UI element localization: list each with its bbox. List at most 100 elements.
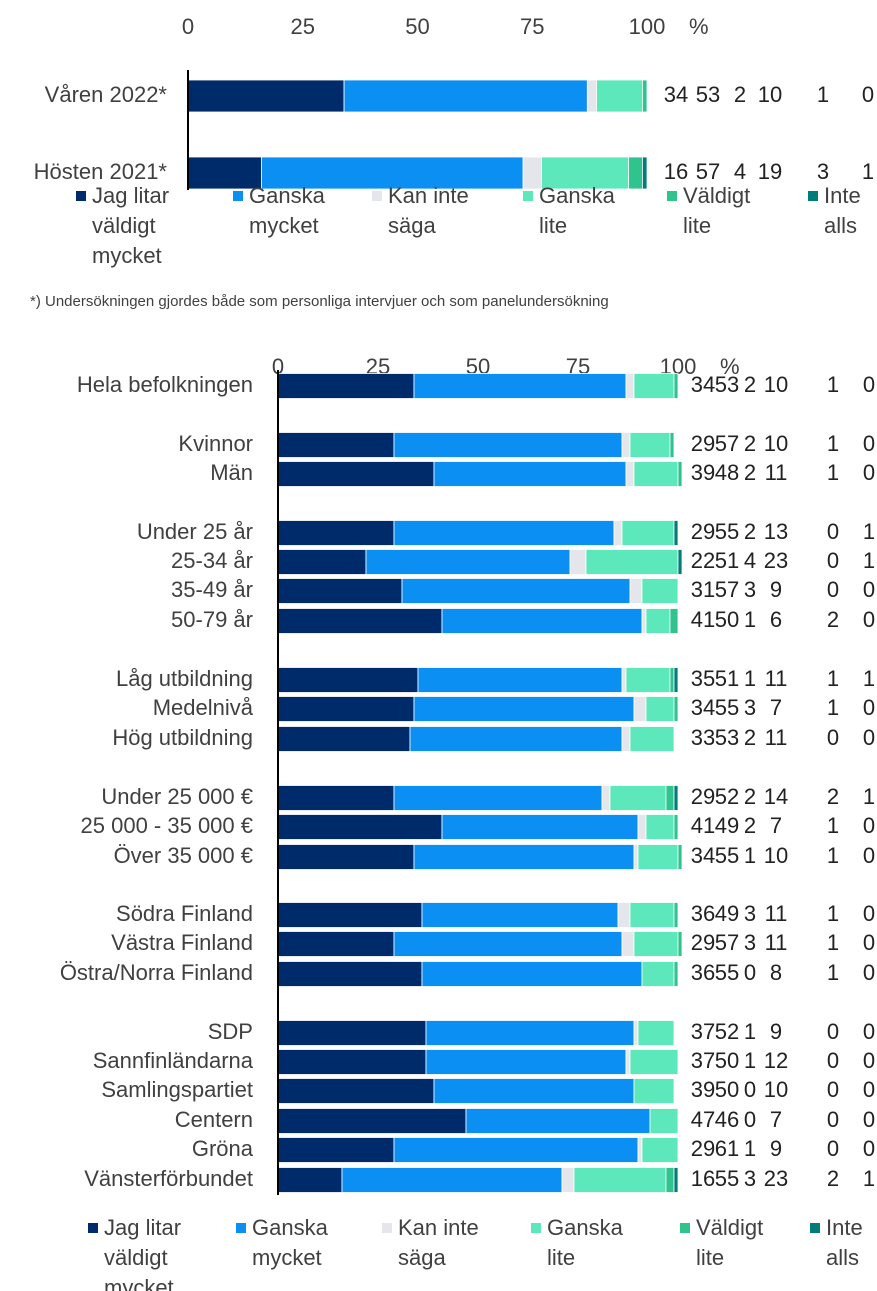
bar-segment — [421, 961, 643, 987]
category-label: Östra/Norra Finland — [60, 960, 253, 985]
value-label: 0 — [863, 960, 875, 985]
bar-segment — [641, 608, 647, 634]
value-label: 1 — [827, 930, 839, 955]
x-tick-label: 100 — [629, 14, 666, 39]
value-label: 0 — [863, 930, 875, 955]
category-label: Låg utbildning — [116, 666, 253, 691]
value-label: 55 — [715, 519, 739, 544]
bar-segment — [677, 549, 683, 575]
value-label: 3 — [744, 930, 756, 955]
value-label: 10 — [764, 431, 788, 456]
value-label: 0 — [863, 460, 875, 485]
value-label: 0 — [863, 372, 875, 397]
bar-segment — [393, 432, 623, 458]
legend-label: Kan inte säga — [398, 1215, 479, 1270]
bar-segment — [633, 461, 679, 487]
value-label: 2 — [744, 725, 756, 750]
value-label: 1 — [863, 784, 875, 809]
bar-segment — [609, 785, 667, 811]
value-label: 49 — [715, 813, 739, 838]
value-label: 2 — [827, 607, 839, 632]
value-label: 0 — [827, 725, 839, 750]
value-label: 35 — [691, 666, 715, 691]
bar-segment — [633, 1078, 675, 1104]
bar-segment — [277, 726, 411, 752]
bar-segment — [401, 578, 631, 604]
bar-segment — [673, 696, 679, 722]
bar-segment — [277, 608, 443, 634]
value-label: 57 — [715, 930, 739, 955]
legend-label: Jag litar väldigt mycket — [104, 1215, 182, 1291]
value-label: 57 — [715, 577, 739, 602]
legend-swatch — [76, 191, 86, 201]
bar-segment — [393, 931, 623, 957]
bar-segment — [673, 902, 679, 928]
legend-swatch — [531, 1223, 541, 1233]
bar-segment — [277, 844, 415, 870]
bar-segment — [277, 1108, 467, 1134]
category-label: Södra Finland — [116, 901, 253, 926]
value-label: 23 — [764, 1166, 788, 1191]
value-label: 1 — [744, 666, 756, 691]
bar-segment — [433, 1078, 635, 1104]
bar-segment — [393, 520, 615, 546]
legend-swatch — [810, 1223, 820, 1233]
value-label: 51 — [715, 548, 739, 573]
value-label: 0 — [827, 1136, 839, 1161]
category-label: SDP — [208, 1019, 253, 1044]
legend-swatch — [808, 191, 818, 201]
value-label: 50 — [715, 607, 739, 632]
value-label: 2 — [744, 460, 756, 485]
bar-segment — [277, 461, 435, 487]
category-label: Vänsterförbundet — [84, 1166, 253, 1191]
legend-label: Kan inte säga — [388, 183, 469, 238]
value-label: 0 — [863, 1077, 875, 1102]
bar-segment — [573, 1167, 667, 1193]
value-label: 46 — [715, 1107, 739, 1132]
bar-segment — [277, 1049, 427, 1075]
category-label: Hösten 2021* — [34, 159, 168, 184]
value-label: 3 — [744, 1166, 756, 1191]
bar-segment — [621, 520, 675, 546]
bar-segment — [409, 726, 623, 752]
value-label: 37 — [691, 1019, 715, 1044]
bar-segment — [629, 1049, 679, 1075]
bar-segment — [625, 1049, 631, 1075]
value-label: 11 — [765, 460, 788, 485]
value-label: 0 — [827, 577, 839, 602]
value-label: 29 — [691, 784, 715, 809]
x-tick-label: 0 — [182, 14, 194, 39]
value-label: 2 — [744, 519, 756, 544]
value-label: 1 — [863, 519, 875, 544]
bar-segment — [585, 549, 679, 575]
value-label: 48 — [715, 460, 739, 485]
bar-segment — [277, 814, 443, 840]
category-label: Hela befolkningen — [77, 372, 253, 397]
bar-segment — [277, 961, 423, 987]
category-label: Västra Finland — [111, 930, 253, 955]
bar-segment — [621, 931, 635, 957]
value-label: 0 — [863, 843, 875, 868]
value-label: 2 — [827, 1166, 839, 1191]
bar-segment — [413, 844, 635, 870]
value-label: 16 — [664, 159, 688, 184]
x-tick-label: 0 — [272, 354, 284, 379]
bar-segment — [665, 1167, 675, 1193]
legend-label: Ganska lite — [547, 1215, 623, 1270]
category-label: Gröna — [192, 1136, 254, 1161]
legend-label: Inte alls — [826, 1215, 863, 1270]
value-label: 29 — [691, 930, 715, 955]
value-label: 53 — [715, 372, 739, 397]
value-label: 8 — [770, 960, 782, 985]
category-label: 25 000 - 35 000 € — [81, 813, 253, 838]
legend-swatch — [667, 191, 677, 201]
category-label: 35-49 år — [171, 577, 253, 602]
bar-segment — [633, 696, 647, 722]
legend-swatch — [680, 1223, 690, 1233]
value-label: 0 — [863, 725, 875, 750]
value-label: 29 — [691, 519, 715, 544]
value-label: 57 — [715, 431, 739, 456]
bar-segment — [637, 1020, 675, 1046]
value-label: 11 — [765, 725, 788, 750]
